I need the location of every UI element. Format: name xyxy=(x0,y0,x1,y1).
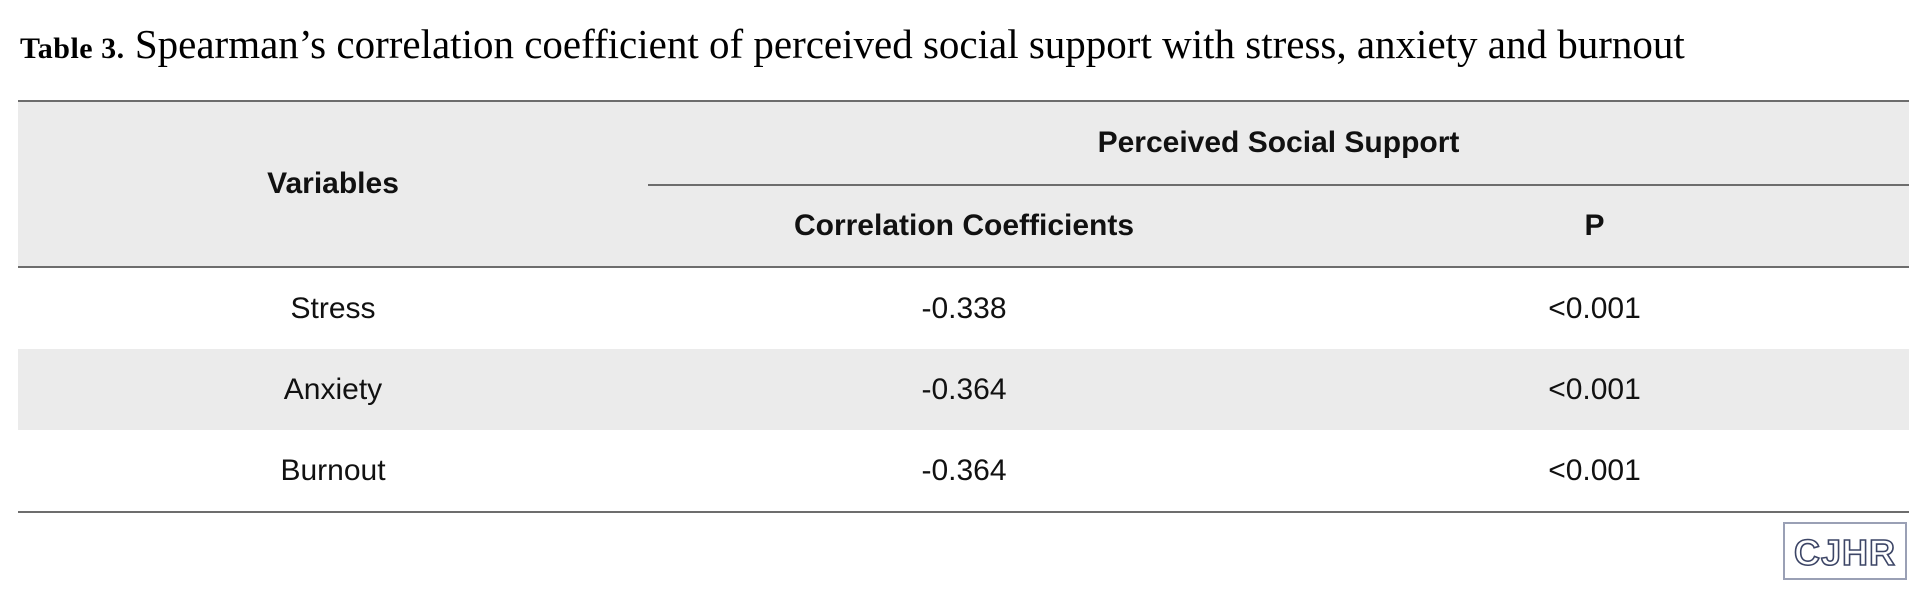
cell-variable: Anxiety xyxy=(18,349,648,430)
cell-coefficient: -0.338 xyxy=(921,291,1007,325)
header-perceived-social-support: Perceived Social Support xyxy=(648,100,1910,186)
cell-variable: Stress xyxy=(290,291,376,325)
table-row: Burnout -0.364 <0.001 xyxy=(18,430,1910,513)
table-label: Table 3. xyxy=(20,32,125,65)
cell-p: <0.001 xyxy=(1548,291,1641,325)
header-p: P xyxy=(1280,185,1910,268)
table-row: Anxiety -0.364 <0.001 xyxy=(18,349,1910,430)
header-variables: Variables xyxy=(18,100,648,268)
cjhr-logo: CJHR xyxy=(1783,522,1907,580)
table-container: Variables Perceived Social Support Corre… xyxy=(18,100,1910,513)
header-row-columns: Correlation Coefficients P xyxy=(18,185,1910,268)
header-correlation-coefficients: Correlation Coefficients xyxy=(648,185,1280,268)
table-caption: Table 3. Spearman’s correlation coeffici… xyxy=(20,18,1685,75)
table-title: Spearman’s correlation coefficient of pe… xyxy=(124,21,1685,67)
table-row: Stress -0.338 <0.001 xyxy=(18,267,1909,349)
cell-p: <0.001 xyxy=(1280,349,1910,430)
correlation-table: Variables Perceived Social Support Corre… xyxy=(18,100,1910,513)
header-row-group: Variables Perceived Social Support xyxy=(18,100,1910,268)
cell-coefficient: -0.364 xyxy=(648,430,1280,513)
cjhr-logo-mark: CJHR xyxy=(1793,531,1896,574)
cell-coefficient: -0.364 xyxy=(648,349,1280,430)
cell-variable: Burnout xyxy=(18,430,648,513)
cell-p: <0.001 xyxy=(1280,430,1910,513)
svg-text:CJHR: CJHR xyxy=(1794,532,1896,573)
